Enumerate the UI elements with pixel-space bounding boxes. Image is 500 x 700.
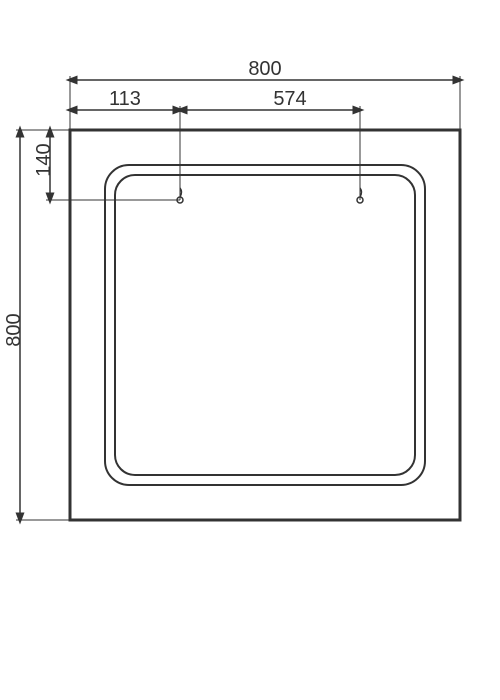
svg-text:113: 113 [109,88,141,110]
svg-text:800: 800 [248,58,281,80]
svg-text:800: 800 [3,313,25,346]
svg-text:574: 574 [273,88,306,110]
svg-text:140: 140 [33,143,55,176]
